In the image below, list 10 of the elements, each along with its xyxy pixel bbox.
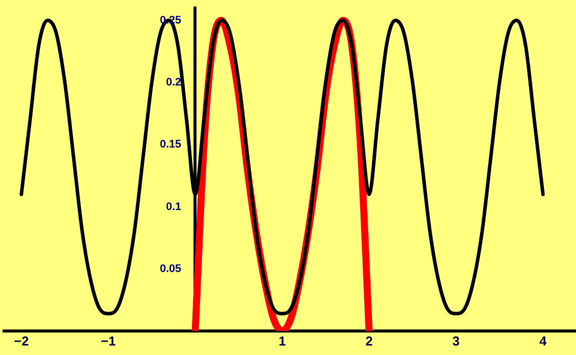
- x-tick-label: 1: [278, 333, 286, 348]
- x-tick-label: 4: [539, 333, 548, 348]
- y-tick-label: 0.15: [160, 138, 182, 151]
- x-tick-label: −1: [100, 333, 116, 348]
- x-tick-label: −2: [14, 333, 29, 348]
- y-tick-label: 0.05: [160, 262, 182, 275]
- x-tick-label: 3: [452, 333, 460, 348]
- y-tick-label: 0.2: [166, 76, 182, 89]
- x-tick-label: 2: [365, 333, 373, 348]
- y-tick-label: 0.1: [166, 200, 182, 213]
